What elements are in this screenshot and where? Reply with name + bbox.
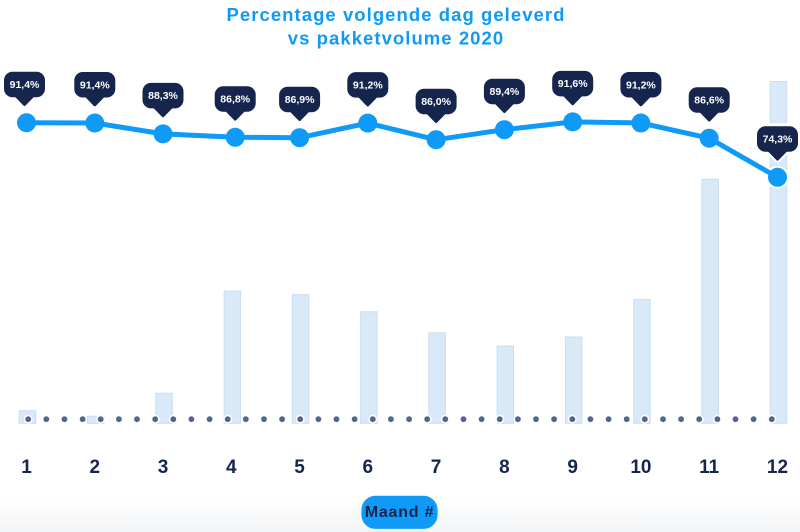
svg-text:12: 12 [767, 457, 788, 478]
svg-text:91,4%: 91,4% [80, 79, 110, 91]
svg-text:3: 3 [158, 457, 169, 478]
svg-text:4: 4 [226, 457, 237, 478]
svg-text:86,6%: 86,6% [694, 95, 724, 107]
svg-text:8: 8 [499, 457, 510, 478]
svg-text:88,3%: 88,3% [148, 90, 178, 102]
svg-text:86,8%: 86,8% [220, 94, 250, 106]
svg-text:91,2%: 91,2% [626, 79, 656, 91]
svg-text:86,9%: 86,9% [285, 94, 315, 106]
svg-text:7: 7 [431, 457, 442, 478]
svg-text:74,3%: 74,3% [763, 134, 793, 146]
svg-text:6: 6 [363, 457, 374, 478]
svg-text:86,0%: 86,0% [421, 96, 451, 108]
svg-text:89,4%: 89,4% [490, 86, 520, 98]
svg-text:91,2%: 91,2% [353, 79, 383, 91]
svg-text:91,6%: 91,6% [558, 78, 588, 90]
svg-text:vs pakketvolume 2020: vs pakketvolume 2020 [288, 27, 504, 48]
svg-text:5: 5 [294, 457, 305, 478]
svg-text:Percentage volgende dag geleve: Percentage volgende dag geleverd [227, 4, 566, 25]
svg-text:Maand #: Maand # [365, 504, 435, 521]
svg-text:9: 9 [567, 457, 578, 478]
svg-text:10: 10 [630, 457, 651, 478]
svg-text:2: 2 [90, 457, 101, 478]
svg-text:1: 1 [21, 457, 32, 478]
svg-text:11: 11 [699, 457, 720, 478]
svg-text:91,4%: 91,4% [10, 79, 40, 91]
